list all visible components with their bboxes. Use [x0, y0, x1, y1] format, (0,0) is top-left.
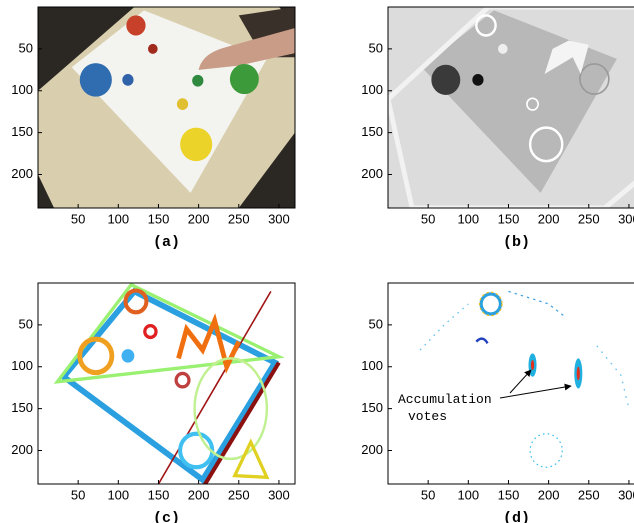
- y-tick-label: 100: [361, 82, 383, 97]
- x-tick-label: 200: [188, 487, 210, 502]
- x-tick-label: 50: [71, 211, 85, 226]
- x-tick-label: 150: [498, 487, 520, 502]
- x-tick-label: 250: [578, 487, 600, 502]
- panel-label: (d): [503, 510, 530, 523]
- panel-label: (c): [153, 510, 180, 523]
- y-tick-label: 100: [11, 358, 33, 373]
- panel-label: (b): [503, 234, 530, 251]
- x-tick-label: 200: [538, 211, 560, 226]
- x-tick-label: 300: [618, 487, 634, 502]
- y-tick-label: 200: [11, 442, 33, 457]
- gray-image: [388, 7, 634, 208]
- y-tick-label: 150: [361, 124, 383, 139]
- panel-label: (a): [153, 234, 180, 251]
- y-tick-label: 100: [361, 358, 383, 373]
- y-tick-label: 200: [361, 166, 383, 181]
- x-tick-label: 300: [268, 487, 290, 502]
- x-tick-label: 250: [578, 211, 600, 226]
- x-tick-label: 200: [538, 487, 560, 502]
- annotation-text: votes: [408, 409, 447, 424]
- x-tick-label: 50: [421, 211, 435, 226]
- x-tick-label: 250: [228, 487, 250, 502]
- y-tick-label: 50: [369, 40, 383, 55]
- orientation-image: [38, 283, 295, 488]
- x-tick-label: 100: [107, 487, 129, 502]
- y-tick-label: 200: [361, 442, 383, 457]
- x-tick-label: 50: [421, 487, 435, 502]
- x-tick-label: 100: [107, 211, 129, 226]
- x-tick-label: 300: [268, 211, 290, 226]
- figure: Accumulation votes 50 100 150 200 250 300 50 10…: [0, 0, 634, 523]
- y-tick-label: 150: [361, 400, 383, 415]
- y-tick-label: 200: [11, 166, 33, 181]
- y-tick-label: 50: [369, 316, 383, 331]
- y-tick-label: 50: [19, 316, 33, 331]
- x-tick-label: 150: [148, 487, 170, 502]
- x-tick-label: 100: [457, 487, 479, 502]
- photo-image: [38, 7, 295, 208]
- y-tick-label: 50: [19, 40, 33, 55]
- y-tick-label: 150: [11, 124, 33, 139]
- page: Accumulation votes 50 100 150 200 250 300 50 10…: [0, 0, 634, 523]
- x-tick-label: 150: [498, 211, 520, 226]
- votes-image: [388, 283, 634, 484]
- x-tick-label: 250: [228, 211, 250, 226]
- x-tick-label: 50: [71, 487, 85, 502]
- x-tick-label: 200: [188, 211, 210, 226]
- x-tick-label: 100: [457, 211, 479, 226]
- y-tick-label: 150: [11, 400, 33, 415]
- x-tick-label: 300: [618, 211, 634, 226]
- y-tick-label: 100: [11, 82, 33, 97]
- annotation-text: Accumulation: [398, 392, 492, 407]
- x-tick-label: 150: [148, 211, 170, 226]
